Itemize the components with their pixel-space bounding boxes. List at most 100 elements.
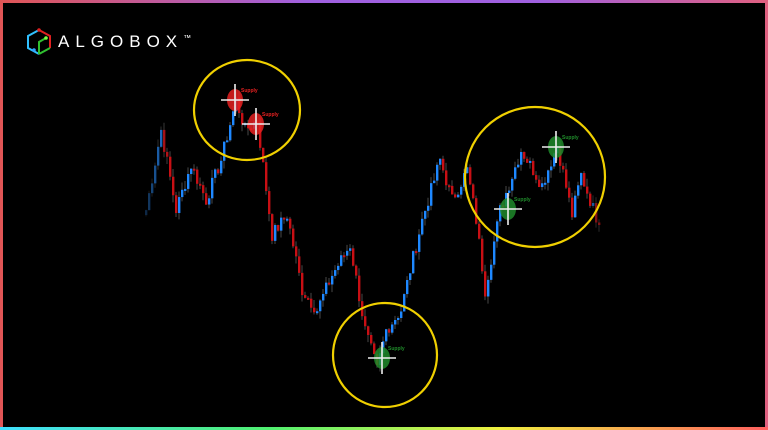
candle	[421, 218, 424, 235]
candle	[211, 177, 214, 199]
candle	[199, 183, 202, 186]
candle	[358, 275, 361, 302]
candle	[592, 202, 595, 206]
candle	[310, 298, 313, 308]
candle	[367, 326, 370, 335]
candle	[433, 180, 436, 184]
candle	[154, 165, 157, 184]
candle	[163, 129, 166, 152]
candle	[436, 164, 439, 181]
candle	[565, 169, 568, 188]
candle	[574, 195, 577, 218]
candle	[181, 189, 184, 198]
candle	[424, 210, 427, 219]
trademark: ™	[183, 33, 192, 43]
candle	[319, 300, 322, 312]
candle	[478, 223, 481, 239]
candle	[580, 173, 583, 186]
candle	[571, 197, 574, 218]
candle	[511, 178, 514, 191]
candle	[307, 297, 310, 300]
candle	[214, 169, 217, 178]
candle	[259, 122, 262, 148]
candle	[232, 111, 235, 126]
candle	[160, 129, 163, 147]
candle	[178, 197, 181, 214]
candle	[553, 153, 556, 167]
candle	[337, 265, 340, 271]
candle	[355, 265, 358, 276]
candle	[520, 152, 523, 165]
candle	[406, 280, 409, 295]
candle	[262, 147, 265, 163]
candle	[490, 264, 493, 280]
brand-name: ALGOBOX™	[58, 32, 191, 52]
candle	[316, 311, 319, 314]
candle	[466, 167, 469, 174]
candle	[349, 248, 352, 251]
candle	[346, 250, 349, 256]
candle	[469, 167, 472, 185]
candle	[538, 179, 541, 187]
candle	[289, 218, 292, 229]
candle	[175, 195, 178, 214]
candle	[412, 251, 415, 274]
candle	[151, 183, 154, 194]
demand-zone-label: Supply	[562, 135, 579, 141]
candle	[547, 170, 550, 183]
candle	[499, 205, 502, 222]
candle	[325, 282, 328, 294]
candle	[448, 185, 451, 188]
candle	[229, 125, 232, 141]
candle	[415, 251, 418, 254]
candle	[442, 158, 445, 171]
candle	[526, 158, 529, 163]
candle	[157, 146, 160, 166]
candle	[352, 248, 355, 266]
candle	[583, 173, 586, 187]
candle	[529, 160, 532, 163]
candle	[223, 141, 226, 161]
candle	[334, 270, 337, 276]
candle	[322, 293, 325, 301]
highlight-circle	[331, 301, 439, 409]
candle	[145, 210, 148, 216]
candle	[568, 187, 571, 198]
candle	[184, 188, 187, 191]
candle	[313, 307, 316, 313]
candle	[190, 168, 193, 175]
candle	[562, 165, 565, 170]
candle	[493, 241, 496, 265]
candle	[196, 169, 199, 184]
candle	[304, 295, 307, 298]
candle	[208, 198, 211, 205]
candle	[268, 191, 271, 215]
candle	[274, 225, 277, 241]
demand-zone-label: Supply	[514, 197, 531, 203]
candle	[217, 169, 220, 174]
frame-border-bottom	[0, 427, 768, 430]
candle	[517, 164, 520, 168]
candle	[385, 329, 388, 342]
candle	[550, 166, 553, 171]
candle	[439, 158, 442, 165]
candle	[496, 221, 499, 242]
candle	[544, 182, 547, 185]
candle	[523, 152, 526, 159]
candle	[373, 343, 376, 355]
candle	[427, 205, 430, 211]
candle	[451, 185, 454, 195]
candle	[400, 311, 403, 318]
candle	[301, 272, 304, 296]
candle	[295, 246, 298, 257]
candle	[535, 175, 538, 180]
candle	[445, 170, 448, 186]
candle	[298, 256, 301, 273]
candle	[532, 160, 535, 176]
candle	[148, 193, 151, 211]
candle	[265, 162, 268, 192]
candle	[418, 234, 421, 252]
candle	[409, 273, 412, 281]
candle	[220, 160, 223, 174]
candle	[589, 193, 592, 206]
